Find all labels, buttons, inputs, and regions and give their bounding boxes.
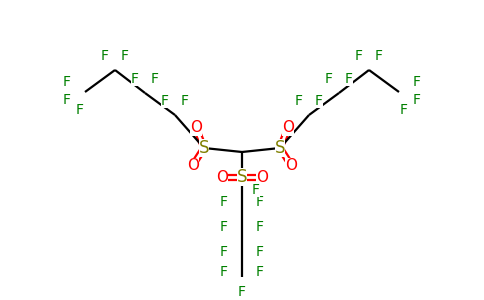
Text: F: F [101,49,109,63]
Text: F: F [63,93,71,107]
Text: F: F [181,94,189,108]
Text: F: F [63,75,71,89]
Text: F: F [256,265,264,279]
Text: F: F [131,72,139,86]
Text: O: O [256,169,268,184]
Text: O: O [282,121,294,136]
Text: F: F [345,72,353,86]
Text: F: F [325,72,333,86]
Text: F: F [252,183,260,197]
Text: F: F [355,49,363,63]
Text: F: F [295,94,303,108]
Text: F: F [400,103,408,117]
Text: F: F [413,75,421,89]
Text: F: F [256,195,264,209]
Text: F: F [238,285,246,299]
Text: O: O [187,158,199,172]
Text: F: F [220,195,228,209]
Text: S: S [237,168,247,186]
Text: S: S [275,139,285,157]
Text: F: F [220,220,228,234]
Text: O: O [216,169,228,184]
Text: F: F [121,49,129,63]
Text: F: F [220,245,228,259]
Text: F: F [256,245,264,259]
Text: F: F [375,49,383,63]
Text: F: F [151,72,159,86]
Text: S: S [199,139,209,157]
Text: F: F [161,94,169,108]
Text: O: O [190,121,202,136]
Text: O: O [285,158,297,172]
Text: F: F [256,220,264,234]
Text: F: F [315,94,323,108]
Text: F: F [413,93,421,107]
Text: F: F [220,265,228,279]
Text: F: F [76,103,84,117]
